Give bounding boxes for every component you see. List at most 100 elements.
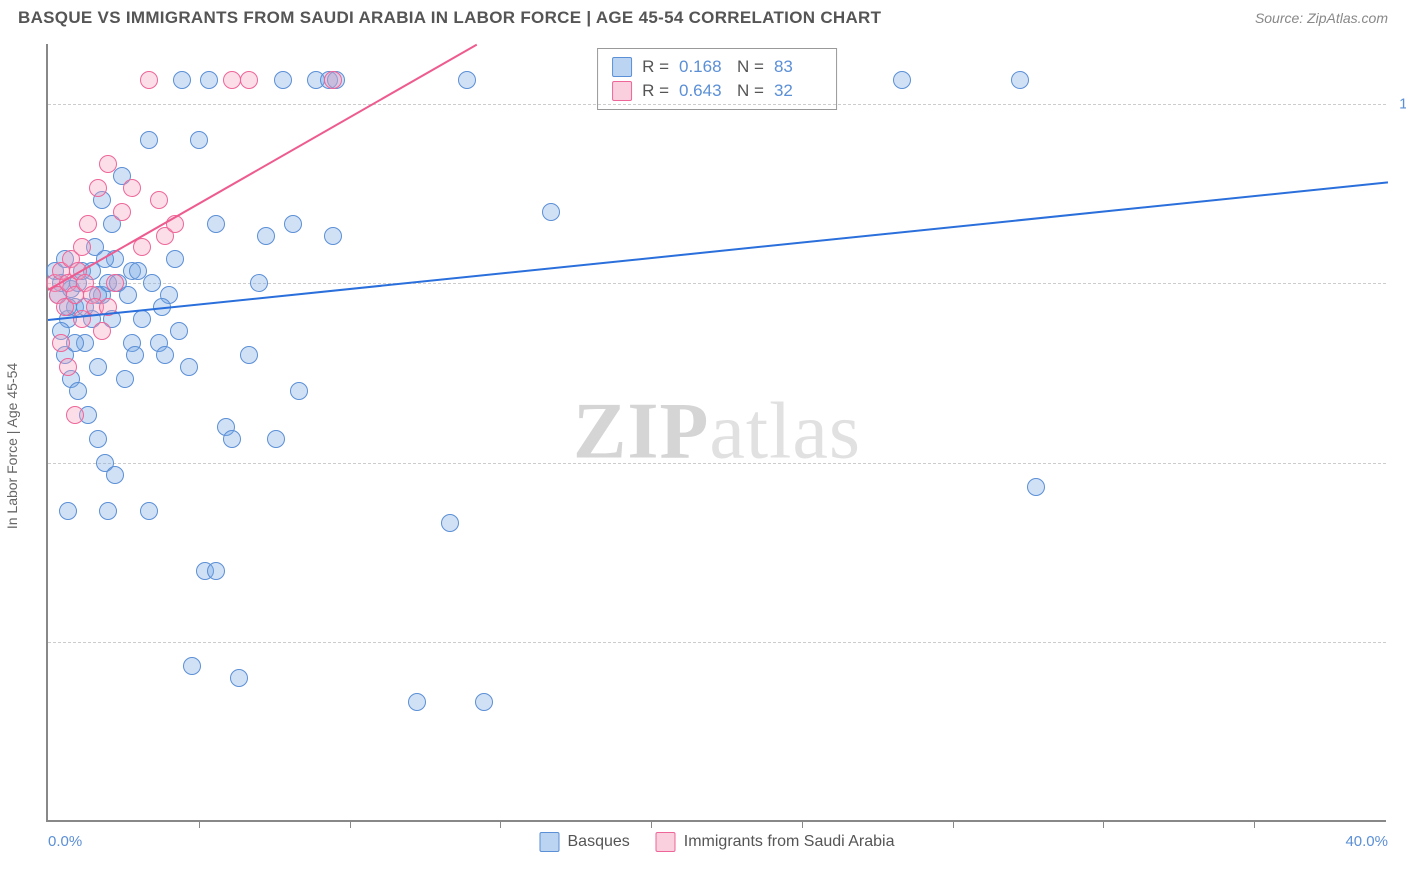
correlation-legend: R = 0.168 N = 83 R = 0.643 N = 32	[597, 48, 837, 110]
data-point	[52, 334, 70, 352]
chart-container: ZIPatlas R =0.168N =83R =0.643N =32 Basq…	[46, 44, 1386, 822]
r-value: 0.643	[679, 81, 727, 101]
legend-swatch	[539, 832, 559, 852]
x-tick-mark	[199, 820, 200, 828]
data-point	[140, 131, 158, 149]
trend-line	[48, 182, 1388, 322]
x-tick-mark	[651, 820, 652, 828]
x-tick-mark	[1254, 820, 1255, 828]
y-tick-label: 70.0%	[1390, 454, 1406, 471]
gridline-horizontal	[48, 283, 1386, 284]
y-tick-label: 85.0%	[1390, 275, 1406, 292]
data-point	[166, 250, 184, 268]
data-point	[89, 179, 107, 197]
data-point	[441, 514, 459, 532]
data-point	[1027, 478, 1045, 496]
data-point	[140, 502, 158, 520]
data-point	[99, 502, 117, 520]
r-label: R =	[642, 81, 669, 101]
data-point	[290, 382, 308, 400]
gridline-horizontal	[48, 104, 1386, 105]
data-point	[324, 227, 342, 245]
legend-row: R = 0.168 N = 83	[612, 55, 822, 79]
x-tick-label: 0.0%	[48, 833, 82, 850]
legend-item: Immigrants from Saudi Arabia	[656, 832, 895, 852]
n-label: N =	[737, 81, 764, 101]
data-point	[207, 215, 225, 233]
x-tick-label: 40.0%	[1345, 833, 1388, 850]
legend-swatch	[612, 57, 632, 77]
data-point	[89, 430, 107, 448]
data-point	[143, 274, 161, 292]
data-point	[324, 71, 342, 89]
data-point	[207, 562, 225, 580]
y-tick-label: 100.0%	[1390, 95, 1406, 112]
data-point	[180, 358, 198, 376]
data-point	[156, 346, 174, 364]
data-point	[119, 286, 137, 304]
chart-header: BASQUE VS IMMIGRANTS FROM SAUDI ARABIA I…	[0, 0, 1406, 32]
data-point	[133, 310, 151, 328]
data-point	[200, 71, 218, 89]
data-point	[223, 71, 241, 89]
chart-title: BASQUE VS IMMIGRANTS FROM SAUDI ARABIA I…	[18, 8, 881, 28]
legend-label: Immigrants from Saudi Arabia	[684, 833, 895, 851]
data-point	[267, 430, 285, 448]
data-point	[274, 71, 292, 89]
data-point	[475, 693, 493, 711]
gridline-horizontal	[48, 642, 1386, 643]
plot-area: ZIPatlas R =0.168N =83R =0.643N =32 Basq…	[46, 44, 1386, 822]
data-point	[230, 669, 248, 687]
x-tick-mark	[350, 820, 351, 828]
y-tick-label: 55.0%	[1390, 634, 1406, 651]
data-point	[99, 155, 117, 173]
data-point	[150, 191, 168, 209]
data-point	[190, 131, 208, 149]
data-point	[73, 238, 91, 256]
r-label: R =	[642, 57, 669, 77]
data-point	[408, 693, 426, 711]
data-point	[170, 322, 188, 340]
data-point	[126, 346, 144, 364]
source-attribution: Source: ZipAtlas.com	[1255, 10, 1388, 26]
n-value: 32	[774, 81, 822, 101]
n-value: 83	[774, 57, 822, 77]
data-point	[89, 358, 107, 376]
legend-item: Basques	[539, 832, 629, 852]
data-point	[66, 406, 84, 424]
data-point	[893, 71, 911, 89]
series-legend: Basques Immigrants from Saudi Arabia	[539, 832, 894, 852]
data-point	[79, 215, 97, 233]
legend-swatch	[656, 832, 676, 852]
data-point	[223, 430, 241, 448]
r-value: 0.168	[679, 57, 727, 77]
data-point	[240, 71, 258, 89]
data-point	[123, 179, 141, 197]
data-point	[173, 71, 191, 89]
data-point	[59, 358, 77, 376]
data-point	[257, 227, 275, 245]
data-point	[542, 203, 560, 221]
x-tick-mark	[953, 820, 954, 828]
data-point	[240, 346, 258, 364]
legend-label: Basques	[567, 833, 629, 851]
data-point	[140, 71, 158, 89]
x-tick-mark	[1103, 820, 1104, 828]
legend-row: R = 0.643 N = 32	[612, 79, 822, 103]
data-point	[69, 382, 87, 400]
data-point	[113, 203, 131, 221]
data-point	[1011, 71, 1029, 89]
n-label: N =	[737, 57, 764, 77]
data-point	[458, 71, 476, 89]
data-point	[183, 657, 201, 675]
data-point	[59, 502, 77, 520]
gridline-horizontal	[48, 463, 1386, 464]
data-point	[106, 466, 124, 484]
data-point	[93, 322, 111, 340]
data-point	[250, 274, 268, 292]
data-point	[116, 370, 134, 388]
legend-swatch	[612, 81, 632, 101]
data-point	[284, 215, 302, 233]
x-tick-mark	[802, 820, 803, 828]
y-axis-label: In Labor Force | Age 45-54	[4, 363, 20, 529]
